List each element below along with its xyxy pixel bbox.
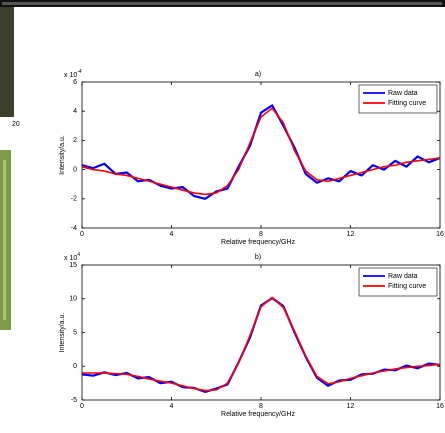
y-tick-label: 2 — [73, 137, 77, 144]
x-tick-label: 8 — [259, 403, 263, 410]
data-line — [82, 296, 441, 392]
x-tick-label: 8 — [259, 231, 263, 238]
top-strip-inner — [2, 2, 442, 5]
chart-title: b) — [255, 254, 261, 261]
y-tick-label: -4 — [71, 225, 77, 232]
y-tick-label: 4 — [73, 108, 77, 115]
y-tick-label: 6 — [73, 79, 77, 86]
legend-label: Fitting curve — [388, 100, 426, 107]
y-tick-label: 10 — [69, 296, 77, 303]
x-tick-label: 0 — [80, 403, 84, 410]
x-axis-label: Relative frequency/GHz — [221, 411, 295, 418]
legend-label: Raw data — [388, 90, 418, 97]
y-axis-label: Intensity/a.u. — [59, 135, 66, 175]
axis-exponent: 4 — [77, 252, 80, 258]
axis-multiplier: x 10-4 — [64, 69, 82, 79]
y-tick-label: 0 — [73, 166, 77, 173]
legend-label: Fitting curve — [388, 283, 426, 290]
side-photo-top — [0, 7, 14, 117]
legend-box — [358, 84, 438, 114]
x-axis-label: Relative frequency/GHz — [221, 239, 295, 246]
y-axis-label: Intensity/a.u. — [59, 313, 66, 353]
x-tick-label: 0 — [80, 231, 84, 238]
y-tick-label: 5 — [73, 329, 77, 336]
y-tick-label: 0 — [73, 363, 77, 370]
legend-box — [358, 267, 438, 297]
chart-title: a) — [255, 71, 261, 78]
x-tick-label: 16 — [436, 231, 444, 238]
side-fragment-text: 20 — [12, 121, 20, 128]
data-line — [81, 107, 441, 196]
x-tick-label: 4 — [170, 403, 174, 410]
x-tick-label: 16 — [436, 403, 444, 410]
y-tick-label: -5 — [71, 397, 77, 404]
x-tick-label: 12 — [347, 231, 355, 238]
legend-label: Raw data — [388, 273, 418, 280]
x-tick-label: 4 — [170, 231, 174, 238]
axis-exponent: -4 — [77, 69, 82, 75]
x-tick-label: 12 — [347, 403, 355, 410]
y-tick-label: -2 — [71, 196, 77, 203]
y-tick-label: 15 — [69, 262, 77, 269]
side-photo-grass-light — [3, 160, 6, 320]
axis-multiplier: x 104 — [64, 252, 80, 262]
